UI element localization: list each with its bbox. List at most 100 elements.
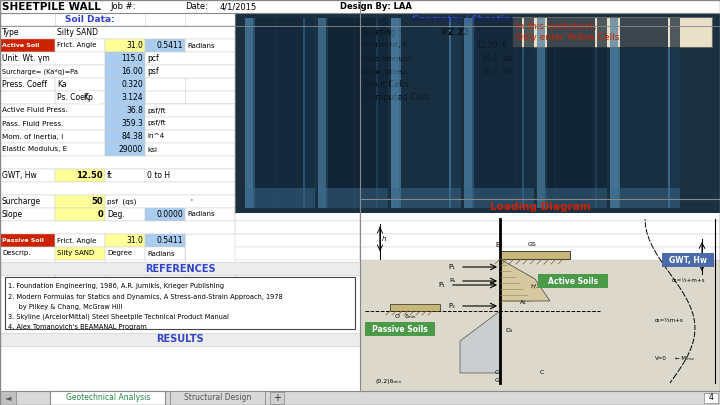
Bar <box>610 18 680 208</box>
Text: psf  (qs): psf (qs) <box>107 198 136 205</box>
Bar <box>537 188 607 208</box>
Text: REFERENCES: REFERENCES <box>145 264 215 273</box>
Bar <box>500 39 540 52</box>
Bar <box>145 65 235 78</box>
Text: Active Fluid Press.: Active Fluid Press. <box>2 107 68 113</box>
Bar <box>105 143 145 156</box>
Bar <box>55 247 105 260</box>
Text: Pₐ: Pₐ <box>449 279 455 284</box>
Text: ← Mₘₐₓ: ← Mₘₐₓ <box>675 356 694 360</box>
Bar <box>105 130 145 143</box>
Bar <box>55 169 105 182</box>
Bar <box>0 91 235 104</box>
Bar <box>0 221 235 234</box>
Text: Shored Ht, h: Shored Ht, h <box>362 43 407 49</box>
Text: Only enter Yellow Cells: Only enter Yellow Cells <box>516 34 619 43</box>
Bar <box>360 78 720 91</box>
Bar <box>305 18 315 208</box>
Bar <box>105 247 145 260</box>
Bar <box>235 195 360 208</box>
Text: Frict. Angle: Frict. Angle <box>57 237 96 243</box>
Bar <box>0 65 105 78</box>
Bar <box>360 195 720 208</box>
Bar <box>360 91 720 104</box>
Bar <box>362 93 457 102</box>
Text: D₁: D₁ <box>505 328 513 333</box>
Text: ◄: ◄ <box>5 394 12 403</box>
Bar <box>328 18 376 208</box>
Bar <box>235 169 360 182</box>
Bar <box>360 221 720 234</box>
Bar <box>0 65 235 78</box>
Bar <box>500 251 570 259</box>
Text: 0 to H: 0 to H <box>147 171 170 180</box>
Bar <box>50 391 165 405</box>
Bar <box>500 65 540 78</box>
Text: RESULTS: RESULTS <box>156 335 204 345</box>
Bar <box>0 104 235 117</box>
Bar <box>145 247 185 260</box>
Bar <box>360 234 720 247</box>
Bar <box>0 26 235 39</box>
Text: Slope: Slope <box>2 210 23 219</box>
Bar <box>391 18 399 208</box>
Text: O: O <box>395 313 400 318</box>
Text: 31.0: 31.0 <box>126 41 143 50</box>
Text: Input Cells: Input Cells <box>364 80 409 89</box>
Bar <box>360 104 720 117</box>
Text: Surcharge: Surcharge <box>2 197 41 206</box>
Text: by Pilkey & Chang, McGraw Hill: by Pilkey & Chang, McGraw Hill <box>8 304 122 310</box>
Text: Loading Diagram: Loading Diagram <box>490 202 590 212</box>
Text: GS: GS <box>528 243 536 247</box>
Text: Allow. Stress: Allow. Stress <box>362 68 408 75</box>
Bar <box>360 156 720 169</box>
Text: 115.0: 115.0 <box>122 54 143 63</box>
Bar <box>597 18 607 208</box>
Bar <box>360 130 720 143</box>
Text: GWT, Hw: GWT, Hw <box>2 171 37 180</box>
Text: ksi: ksi <box>502 54 513 63</box>
Bar <box>145 117 235 130</box>
Bar <box>362 80 457 89</box>
Text: O: O <box>495 371 500 375</box>
Text: Date:: Date: <box>185 2 208 11</box>
Text: pcf: pcf <box>147 54 158 63</box>
Bar <box>235 130 360 143</box>
Bar <box>0 333 360 346</box>
Bar <box>185 208 235 221</box>
Bar <box>512 17 712 47</box>
Bar <box>235 182 360 195</box>
Text: 3. Skyline (ArcelorMittal) Steel Sheetpile Technical Product Manual: 3. Skyline (ArcelorMittal) Steel Sheetpi… <box>8 314 229 320</box>
Text: in^4: in^4 <box>147 134 164 139</box>
Text: 16.00: 16.00 <box>121 67 143 76</box>
Bar <box>0 91 55 104</box>
Bar <box>0 156 235 169</box>
Bar <box>0 169 235 182</box>
Text: 29000: 29000 <box>119 145 143 154</box>
Bar <box>318 188 388 208</box>
Text: 4: 4 <box>708 394 714 403</box>
Bar <box>620 18 668 208</box>
Bar <box>235 117 360 130</box>
Bar <box>0 52 235 65</box>
Text: Pass. Fluid Press.: Pass. Fluid Press. <box>2 121 63 126</box>
Bar <box>0 52 105 65</box>
Bar <box>547 18 595 208</box>
Text: 12.50: 12.50 <box>76 171 103 180</box>
Bar <box>145 169 235 182</box>
Text: GWT, Hw: GWT, Hw <box>669 256 707 264</box>
Bar <box>105 52 145 65</box>
Bar <box>610 188 680 208</box>
Bar <box>55 195 105 208</box>
Bar <box>145 39 185 52</box>
Text: 50: 50 <box>91 197 103 206</box>
Bar <box>235 78 360 91</box>
Bar <box>235 234 360 247</box>
Text: σ₁=⅓+m+s: σ₁=⅓+m+s <box>672 279 706 284</box>
Bar <box>235 247 360 260</box>
Text: 0.5411: 0.5411 <box>156 41 183 50</box>
Text: Passive Soil: Passive Soil <box>2 238 44 243</box>
Text: Active Soils: Active Soils <box>548 277 598 286</box>
Text: P₁: P₁ <box>438 282 445 288</box>
Text: Ps. Coef: Ps. Coef <box>57 93 88 102</box>
